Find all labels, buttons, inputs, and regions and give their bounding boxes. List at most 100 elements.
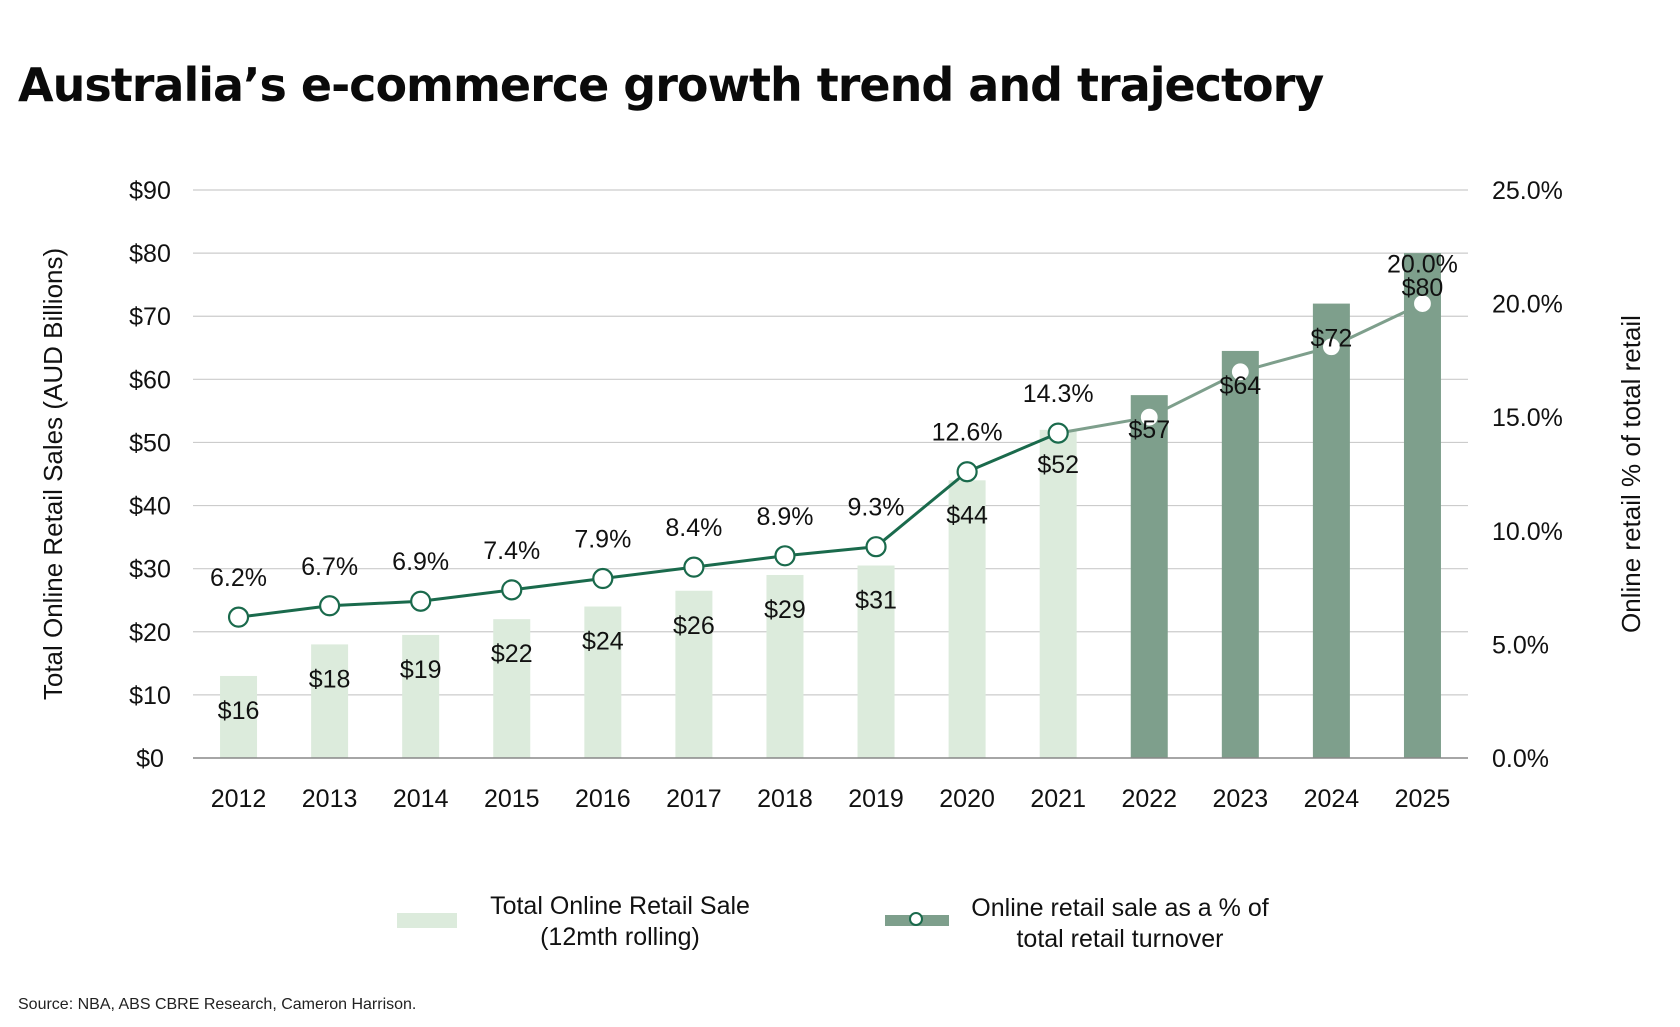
bar [1130, 395, 1168, 758]
legend-line-label-line2: total retail turnover [1016, 925, 1224, 953]
data-labels: $16 $18 $19 $22 $24 $26 $29 $31 $44 $52 $57 $64 $72 $… [210, 251, 1458, 725]
bar-value-label: $52 [1037, 451, 1079, 479]
y-tick-label: $60 [129, 366, 171, 394]
line-segment [238, 604, 330, 619]
line-segment [966, 431, 1059, 474]
bar-value-label: $24 [582, 628, 624, 656]
axes: $0 $10 $20 $30 $40 $50 $60 $70 $80 $90 0.0% 5.0% 10.… [38, 177, 1646, 813]
line-series [227, 293, 1434, 628]
x-tick-label: 2019 [848, 785, 904, 813]
y-tick-label: $90 [129, 177, 171, 205]
source-note: Source: NBA, ABS CBRE Research, Cameron … [18, 996, 417, 1013]
line-value-label: 7.4% [483, 537, 540, 565]
line-segment [329, 599, 421, 608]
line-value-label: 6.2% [210, 564, 267, 592]
line-marker [683, 556, 705, 578]
bar [1039, 429, 1077, 758]
line-marker [1411, 293, 1434, 315]
chart-title: Australia’s e-commerce growth trend and … [18, 58, 1324, 112]
bar [948, 480, 986, 758]
line-marker [1229, 361, 1251, 383]
bar-value-label: $18 [309, 665, 351, 693]
x-tick-label: 2022 [1121, 785, 1177, 813]
line-marker [1047, 422, 1069, 444]
legend-bar-swatch [397, 913, 457, 928]
line-value-label: 9.3% [848, 494, 905, 522]
line-marker [319, 595, 341, 617]
bar-value-label: $80 [1402, 274, 1444, 302]
x-tick-label: 2014 [393, 785, 449, 813]
bar-value-label: $64 [1219, 372, 1261, 400]
line-marker [227, 606, 250, 628]
bar [1403, 253, 1441, 758]
bar [311, 644, 349, 758]
bar [857, 565, 895, 758]
y2-tick-label: 20.0% [1492, 291, 1563, 319]
y-tick-label: $70 [129, 303, 171, 331]
bar-value-label: $26 [673, 612, 715, 640]
bar-value-label: $16 [218, 697, 260, 725]
line-segment [511, 577, 604, 592]
y-tick-label: $0 [136, 745, 164, 773]
line-segment [784, 545, 877, 558]
line-segment [1239, 345, 1332, 374]
x-tick-label: 2021 [1030, 785, 1086, 813]
y-tick-label: $50 [129, 429, 171, 457]
line-segment [1330, 302, 1424, 349]
line-value-label: 8.4% [665, 514, 722, 542]
x-tick-label: 2015 [484, 785, 540, 813]
x-tick-label: 2023 [1213, 785, 1269, 813]
bar [675, 590, 713, 758]
legend-bar-label: Total Online Retail Sale (12mth rolling) [470, 891, 770, 953]
legend-line-label-line1: Online retail sale as a % of [971, 894, 1269, 922]
line-value-label: 20.0% [1387, 251, 1458, 279]
y-axis-title: Total Online Retail Sales (AUD Billions) [38, 248, 68, 700]
line-segment [693, 554, 786, 569]
y2-axis-title: Online retail % of total retail [1616, 315, 1646, 633]
chart-area: $0 $10 $20 $30 $40 $50 $60 $70 $80 $90 0.0% 5.0% 10.… [38, 177, 1646, 813]
y2-tick-label: 10.0% [1492, 518, 1563, 546]
line-segment [875, 470, 969, 548]
y2-tick-label: 15.0% [1492, 404, 1563, 432]
x-tick-label: 2017 [666, 785, 722, 813]
x-tick-label: 2024 [1304, 785, 1360, 813]
x-tick-label: 2016 [575, 785, 631, 813]
bar-value-label: $29 [764, 596, 806, 624]
line-marker [774, 545, 796, 567]
bar-value-label: $72 [1311, 325, 1353, 353]
line-marker [865, 536, 887, 558]
bar-value-label: $44 [946, 501, 988, 529]
gridlines [193, 189, 1468, 696]
line-segment [602, 565, 695, 581]
bar-value-label: $19 [400, 656, 442, 684]
bar [493, 619, 531, 758]
line-segment [420, 588, 512, 603]
y-tick-label: $80 [129, 240, 171, 268]
y-tick-label: $30 [129, 556, 171, 584]
bar [1312, 303, 1350, 758]
line-marker [592, 567, 614, 590]
y2-tick-label: 5.0% [1492, 631, 1549, 659]
line-marker [1320, 336, 1342, 358]
y-tick-label: $40 [129, 493, 171, 521]
line-value-label: 6.7% [301, 553, 358, 581]
legend-bar-label-line2: (12mth rolling) [540, 923, 700, 951]
x-tick-label: 2012 [211, 785, 267, 813]
bars [220, 253, 1441, 758]
bar [402, 634, 440, 758]
legend-bar-label-line1: Total Online Retail Sale [490, 892, 750, 920]
line-marker [501, 579, 523, 601]
line-value-label: 6.9% [392, 548, 449, 576]
line-marker [410, 590, 432, 612]
line-value-label: 8.9% [756, 503, 813, 531]
bar [766, 574, 804, 758]
x-tick-label: 2020 [939, 785, 995, 813]
bar-value-label: $22 [491, 640, 533, 668]
line-segment [1148, 370, 1241, 419]
bar-value-label: $31 [855, 587, 897, 615]
y2-tick-label: 0.0% [1492, 745, 1549, 773]
y2-tick-label: 25.0% [1492, 177, 1563, 205]
legend-line-label: Online retail sale as a % of total retai… [950, 893, 1290, 955]
bar [584, 606, 622, 758]
x-tick-label: 2018 [757, 785, 813, 813]
